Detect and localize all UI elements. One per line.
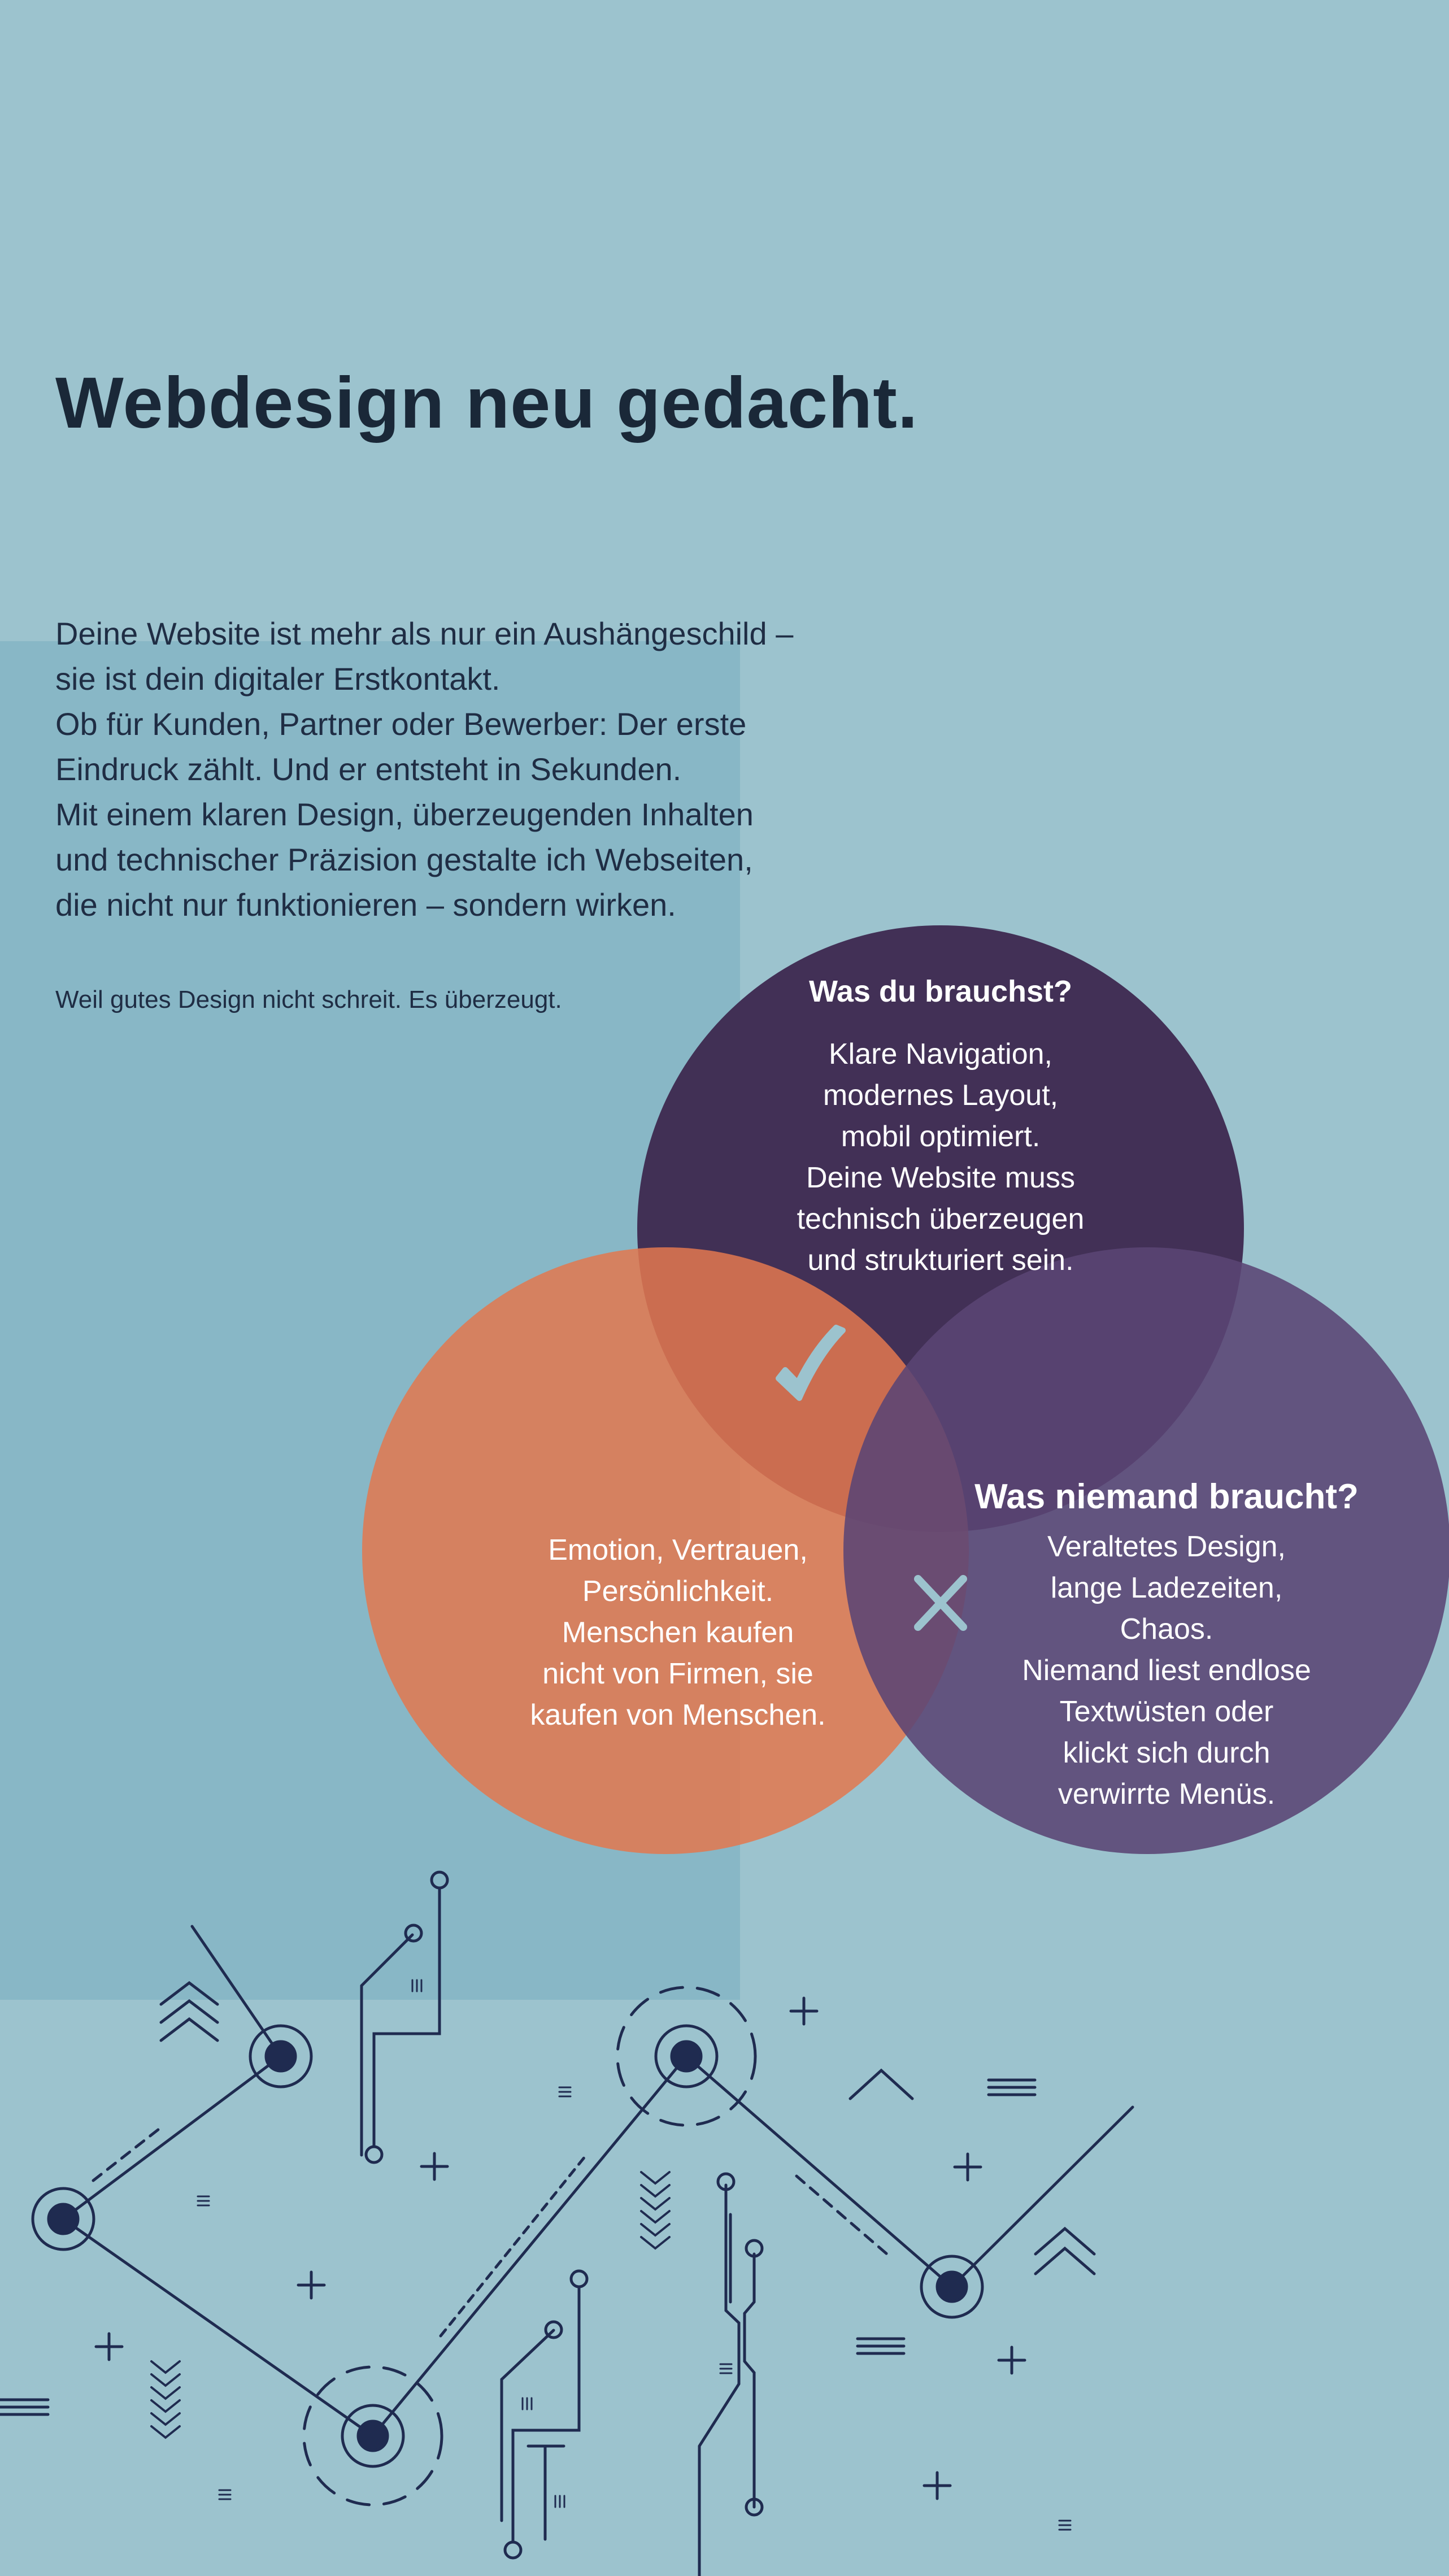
venn-right-line: Textwüsten oder <box>1059 1695 1274 1728</box>
intro-line: die nicht nur funktionieren – sondern wi… <box>55 887 676 923</box>
venn-top-text: Was du brauchst? Klare Navigation, moder… <box>751 972 1130 1281</box>
venn-left-line: Menschen kaufen <box>562 1616 794 1649</box>
venn-top-line: Klare Navigation, <box>829 1038 1052 1071</box>
intro-line: Deine Website ist mehr als nur ein Aushä… <box>55 616 794 651</box>
venn-right-line: verwirrte Menüs. <box>1058 1778 1276 1811</box>
chevron-down-icon <box>640 2171 671 2250</box>
venn-top-line: mobil optimiert. <box>841 1120 1041 1153</box>
venn-left-text: Emotion, Vertrauen, Persönlichkeit. Mens… <box>486 1530 870 1736</box>
intro-line: Mit einem klaren Design, überzeugenden I… <box>55 797 754 832</box>
plus-icon <box>297 2270 326 2300</box>
tagline: Weil gutes Design nicht schreit. Es über… <box>55 986 562 1013</box>
venn-circle-right <box>843 1247 1449 1854</box>
venn-top-line: und strukturiert sein. <box>807 1244 1074 1277</box>
venn-right-line: Veraltetes Design, <box>1047 1530 1286 1563</box>
plus-icon <box>420 2152 449 2181</box>
venn-top-heading: Was du brauchst? <box>808 974 1073 1008</box>
small-marks-icon <box>197 1979 1072 2531</box>
venn-right-text: Was niemand braucht? Veraltetes Design, … <box>938 1474 1395 1815</box>
venn-right-line: lange Ladezeiten, <box>1050 1572 1283 1604</box>
intro-paragraph: Deine Website ist mehr als nur ein Aushä… <box>55 611 874 928</box>
cross-icon <box>914 1575 967 1631</box>
bars-icon <box>0 2398 50 2416</box>
network-node <box>249 2024 313 2088</box>
network-node <box>302 2365 443 2507</box>
intro-line: und technischer Präzision gestalte ich W… <box>55 842 753 877</box>
checkmark-icon <box>776 1325 846 1401</box>
page-title: Webdesign neu gedacht. <box>55 363 919 443</box>
chevron-up-icon <box>1034 2226 1096 2275</box>
plus-icon <box>997 2346 1026 2375</box>
circuit-network-illustration <box>0 1870 1134 2576</box>
venn-circle-left <box>362 1247 969 1854</box>
plus-icon <box>94 2332 124 2361</box>
venn-right-heading: Was niemand braucht? <box>974 1477 1359 1516</box>
venn-left-line: kaufen von Menschen. <box>530 1699 826 1731</box>
venn-right-line: Niemand liest endlose <box>1022 1654 1311 1687</box>
chevron-up-icon <box>159 1981 219 2042</box>
venn-top-line: technisch überzeugen <box>797 1203 1085 1235</box>
venn-left-line: nicht von Firmen, sie <box>542 1657 813 1690</box>
plus-icon <box>789 1996 819 2026</box>
venn-top-line: modernes Layout, <box>823 1079 1059 1112</box>
venn-right-line: klickt sich durch <box>1063 1737 1270 1769</box>
intro-line: Eindruck zählt. Und er entsteht in Sekun… <box>55 751 682 787</box>
bars-icon <box>856 2337 906 2355</box>
chevron-up-icon <box>848 2068 914 2100</box>
network-node <box>31 2187 95 2251</box>
venn-left-line: Persönlichkeit. <box>582 1575 774 1608</box>
plus-icon <box>923 2471 952 2500</box>
intro-line: sie ist dein digitaler Erstkontakt. <box>55 661 501 697</box>
network-node <box>920 2255 984 2319</box>
intro-line: Ob für Kunden, Partner oder Bewerber: De… <box>55 706 747 742</box>
chevron-down-icon <box>150 2360 181 2439</box>
plus-icon <box>953 2152 982 2182</box>
venn-right-line: Chaos. <box>1120 1613 1213 1646</box>
venn-left-line: Emotion, Vertrauen, <box>548 1534 808 1567</box>
network-node <box>616 1986 757 2127</box>
bars-icon <box>987 2078 1037 2096</box>
venn-top-line: Deine Website muss <box>806 1161 1075 1194</box>
